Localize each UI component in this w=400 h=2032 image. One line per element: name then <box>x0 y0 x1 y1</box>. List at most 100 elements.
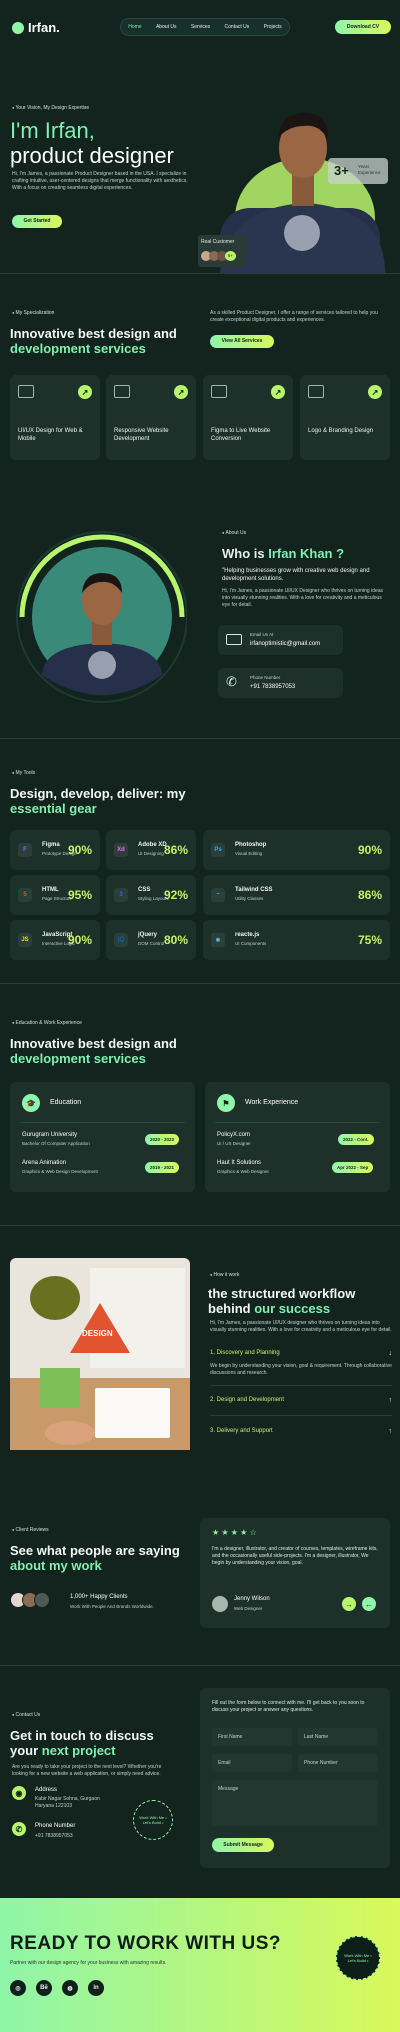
dribbble-icon[interactable]: ◎ <box>10 1980 26 1996</box>
service-card[interactable]: ↗ Figma to Live Website Conversion <box>203 375 293 460</box>
customer-avatar <box>201 251 211 261</box>
first-name-field[interactable]: First Name <box>212 1728 292 1746</box>
mail-icon <box>226 634 242 645</box>
arrow-left-icon[interactable]: ← <box>362 1597 376 1611</box>
tools-kicker: My Tools <box>12 770 36 776</box>
tool-percent: 90% <box>67 933 92 947</box>
pen-icon <box>308 385 324 398</box>
clients-desc: Work With People And Brands Worldwide. <box>70 1604 154 1609</box>
contact-body: Are you ready to take your project to th… <box>12 1764 162 1777</box>
about-title-name: Irfan Khan ? <box>268 546 345 561</box>
divider <box>0 983 400 984</box>
hero-kicker: Your Vision, My Design Expertise <box>12 105 90 111</box>
workflow-step-3[interactable]: 3. Delivery and Support ↑ <box>210 1428 393 1435</box>
phone-card[interactable]: ✆ Phone Number +91 7838957053 <box>218 668 343 698</box>
review-card: ★ ★ ★ ★ ☆ I'm a designer, illustrator, a… <box>200 1518 390 1628</box>
workflow-kicker: How it work <box>210 1272 240 1278</box>
chevron-down-icon[interactable]: ↓ <box>388 1350 393 1357</box>
reviews-title-1: See what people are saying <box>10 1543 180 1558</box>
tool-card: Ps Photoshop Visual Editing 90% <box>203 830 390 870</box>
message-field[interactable]: Message <box>212 1780 378 1826</box>
phone-field[interactable]: Phone Number <box>298 1754 378 1772</box>
nav-item-projects[interactable]: Projects <box>263 24 282 30</box>
tool-desc: Interactive Logic <box>42 941 75 946</box>
graduation-cap-icon: 🎓 <box>22 1094 40 1112</box>
work-name: Haut It Solutions <box>217 1160 262 1166</box>
tool-name: jQuery <box>138 932 158 938</box>
tool-card: F Figma Prototype Design 90% <box>10 830 100 870</box>
tool-icon: ⚛ <box>211 933 225 947</box>
download-cv-button[interactable]: Download CV <box>335 20 391 34</box>
reviews-title-2: about my work <box>10 1558 102 1573</box>
arrow-right-icon[interactable]: → <box>342 1597 356 1611</box>
service-title: Logo & Branding Design <box>308 428 374 434</box>
tool-icon: F <box>18 843 32 857</box>
contact-form: Fill out the form below to connect with … <box>200 1688 390 1868</box>
email-value: irfanoptimistic@gmail.com <box>250 641 321 647</box>
arrow-icon[interactable]: ↗ <box>78 385 92 399</box>
tool-name: Figma <box>42 842 60 848</box>
contact-title-1: Get in touch to discuss <box>10 1728 154 1743</box>
clients-avatars <box>10 1592 60 1610</box>
tool-name: Photoshop <box>235 842 267 848</box>
edu-desc: Bachelor Of Computer Application <box>22 1141 90 1146</box>
globe-icon[interactable]: ◍ <box>62 1980 78 1996</box>
experience-number: 3+ <box>334 163 349 178</box>
reviewer-role: Web Designer <box>234 1606 263 1611</box>
work-with-me-badge[interactable]: Work With Me • Let's Build • <box>133 1800 173 1840</box>
about-kicker: About Us <box>222 530 247 536</box>
arrow-icon[interactable]: ↗ <box>271 385 285 399</box>
footer-badge-text: Work With Me • Let's Build • <box>344 1953 372 1963</box>
last-name-field[interactable]: Last Name <box>298 1728 378 1746</box>
tool-icon: Xd <box>114 843 128 857</box>
nav-item-contact[interactable]: Contact Us <box>224 24 250 30</box>
hero-title-line-2: product designer <box>10 143 174 168</box>
service-card[interactable]: ↗ UI/UX Design for Web & Mobile <box>10 375 100 460</box>
behance-icon[interactable]: Bē <box>36 1980 52 1996</box>
real-customer-label: Real Customer <box>201 239 235 245</box>
service-card[interactable]: ↗ Responsive Website Development <box>106 375 196 460</box>
view-all-services-button[interactable]: View All Services <box>210 335 274 348</box>
chevron-up-icon[interactable]: ↑ <box>388 1397 393 1404</box>
service-card[interactable]: ↗ Logo & Branding Design <box>300 375 390 460</box>
linkedin-icon[interactable]: in <box>88 1980 104 1996</box>
edu-name: Arena Animation <box>22 1160 67 1166</box>
browser-icon <box>211 385 227 398</box>
tool-desc: Utility Classes <box>235 896 264 901</box>
tool-name: Adobe XD <box>138 842 167 848</box>
arrow-icon[interactable]: ↗ <box>174 385 188 399</box>
flag-icon: ⚑ <box>217 1094 235 1112</box>
customer-avatar <box>217 251 227 261</box>
chevron-up-icon[interactable]: ↑ <box>388 1428 393 1435</box>
about-portrait <box>16 531 187 703</box>
location-icon: ◉ <box>12 1786 26 1800</box>
tool-percent: 90% <box>357 843 382 857</box>
tool-desc: Visual Editing <box>235 851 263 856</box>
footer-badge[interactable]: Work With Me • Let's Build • <box>336 1936 380 1980</box>
workflow-step-2[interactable]: 2. Design and Development ↑ <box>210 1397 393 1404</box>
logo[interactable]: Irfan. <box>12 20 60 35</box>
tool-card: 3 CSS Styling Layouts 92% <box>106 875 196 915</box>
customer-count-badge: 5+ <box>225 251 236 261</box>
tool-desc: UI Components <box>235 941 267 946</box>
email-field[interactable]: Email <box>212 1754 292 1772</box>
arrow-icon[interactable]: ↗ <box>368 385 382 399</box>
phone-value: +91 7838957053 <box>250 684 296 690</box>
reviews-kicker: Client Reviews <box>12 1527 49 1533</box>
nav-item-home[interactable]: Home <box>128 24 142 30</box>
footer-body: Partner with our design agency for your … <box>10 1960 167 1966</box>
nav-item-about[interactable]: About Us <box>155 24 177 30</box>
workflow-step-1[interactable]: 1. Discovery and Planning ↓ <box>210 1350 393 1357</box>
submit-message-button[interactable]: Submit Message <box>212 1838 274 1852</box>
get-started-button[interactable]: Get Started <box>12 215 62 228</box>
service-title: Responsive Website Development <box>114 428 169 442</box>
step-title: 1. Discovery and Planning <box>210 1350 280 1356</box>
email-card[interactable]: Email Us At irfanoptimistic@gmail.com <box>218 625 343 655</box>
phone-label: Phone Number <box>250 675 281 680</box>
nav-item-services[interactable]: Services <box>190 24 211 30</box>
tool-name: Tailwind CSS <box>235 887 273 893</box>
about-body: Hi, I'm James, a passionate UI/UX Design… <box>222 588 384 608</box>
work-date-badge: Apr 2022 - Sep <box>332 1162 374 1173</box>
tool-icon: ~ <box>211 888 225 902</box>
workflow-image: DESIGN <box>10 1258 190 1450</box>
